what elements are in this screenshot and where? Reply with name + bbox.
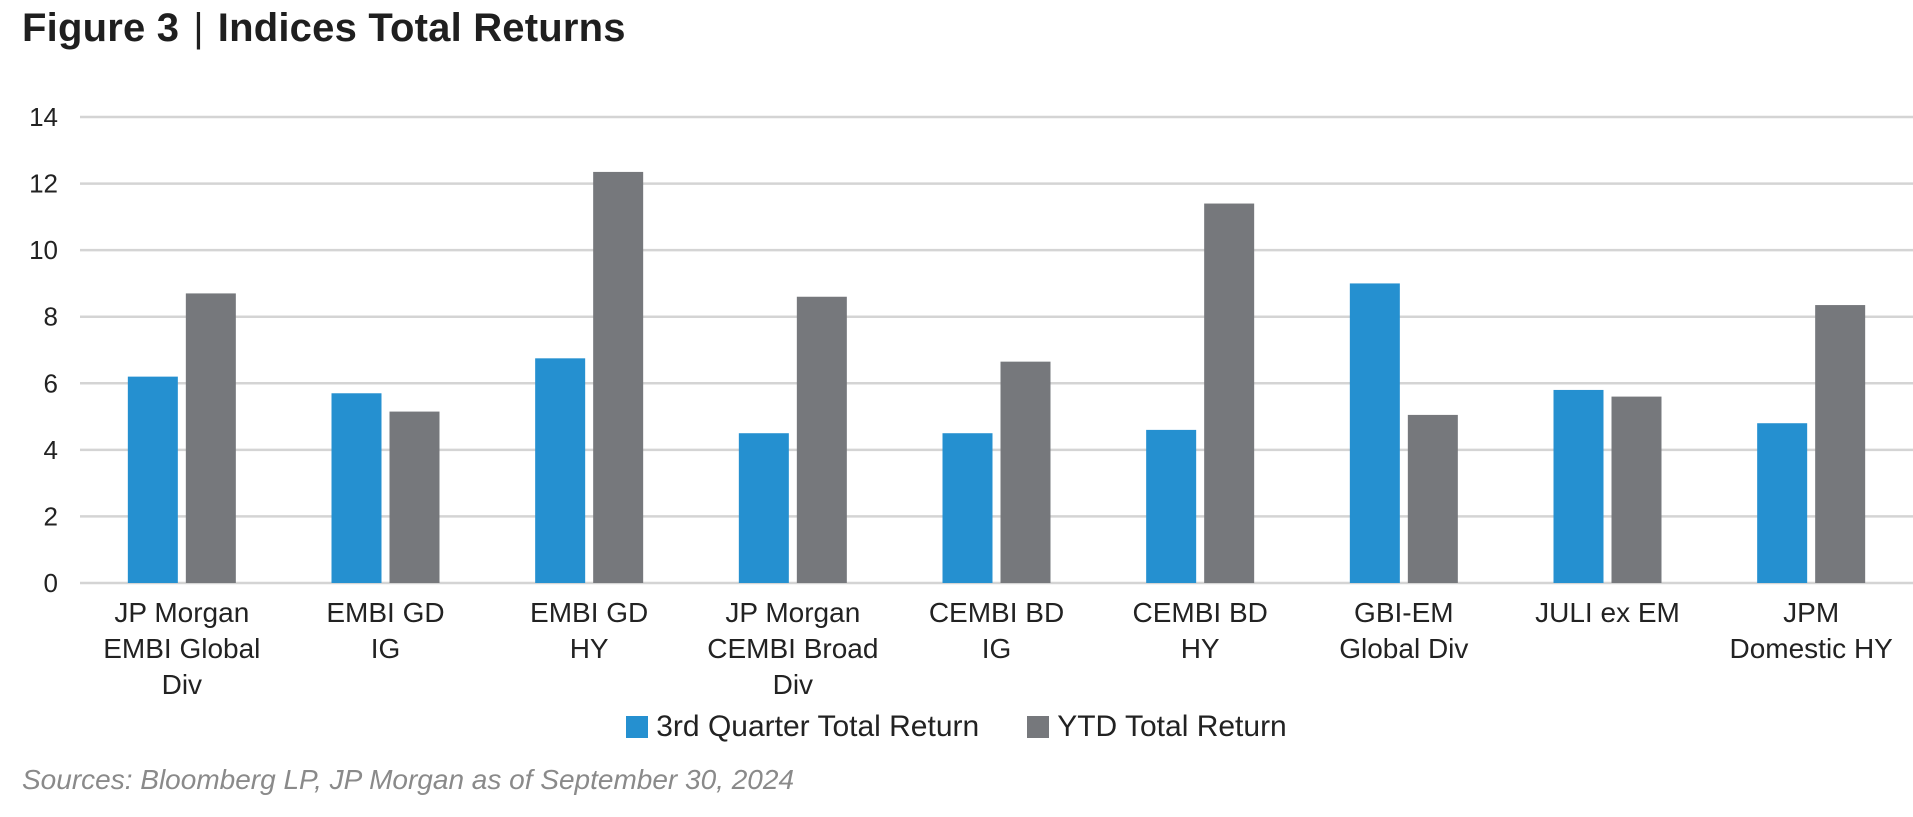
x-category-label: Domestic HY bbox=[1729, 633, 1893, 664]
x-category-label: CEMBI BD bbox=[929, 597, 1064, 628]
bar-ytd bbox=[1815, 305, 1866, 583]
bar-q3 bbox=[1349, 283, 1400, 583]
x-category-label: CEMBI BD bbox=[1132, 597, 1267, 628]
x-category-label: EMBI Global bbox=[103, 633, 260, 664]
x-category-label: Global Div bbox=[1339, 633, 1468, 664]
y-tick-label: 8 bbox=[44, 302, 58, 332]
x-category-label: JP Morgan bbox=[725, 597, 860, 628]
legend: 3rd Quarter Total Return YTD Total Retur… bbox=[0, 710, 1913, 744]
y-tick-label: 14 bbox=[29, 102, 58, 132]
source-note: Sources: Bloomberg LP, JP Morgan as of S… bbox=[22, 764, 795, 795]
bar-q3 bbox=[535, 358, 586, 583]
bar-ytd bbox=[1407, 414, 1458, 583]
bar-ytd bbox=[389, 411, 440, 583]
y-tick-label: 12 bbox=[29, 169, 58, 199]
legend-label-q3: 3rd Quarter Total Return bbox=[656, 710, 980, 743]
bar-q3 bbox=[738, 433, 789, 583]
bar-q3 bbox=[1757, 423, 1808, 583]
x-category-label: IG bbox=[371, 633, 401, 664]
x-category-label: EMBI GD bbox=[530, 597, 648, 628]
bar-q3 bbox=[127, 376, 178, 583]
x-category-label: Div bbox=[773, 669, 813, 700]
bar-ytd bbox=[185, 293, 236, 583]
x-category-label: HY bbox=[570, 633, 609, 664]
bar-ytd bbox=[1204, 203, 1255, 584]
x-category-label: EMBI GD bbox=[326, 597, 444, 628]
bar-ytd bbox=[593, 171, 644, 583]
x-category-label: Div bbox=[162, 669, 202, 700]
bar-chart: 0 2 4 6 8 10 12 14 JP Morgan EMBI Global Div EMBI G… bbox=[29, 102, 1913, 700]
bar-ytd bbox=[1611, 396, 1662, 583]
y-tick-label: 2 bbox=[44, 501, 58, 531]
y-tick-label: 10 bbox=[29, 235, 58, 265]
legend-item-q3: 3rd Quarter Total Return bbox=[626, 710, 979, 744]
x-category-label: JP Morgan bbox=[114, 597, 249, 628]
y-tick-label: 0 bbox=[44, 568, 58, 598]
x-category-label: HY bbox=[1181, 633, 1220, 664]
x-category-label: JULI ex EM bbox=[1535, 597, 1680, 628]
x-category-label: CEMBI Broad bbox=[707, 633, 878, 664]
legend-item-ytd: YTD Total Return bbox=[1027, 710, 1287, 744]
bar-ytd bbox=[1000, 361, 1051, 583]
bar-q3 bbox=[331, 393, 382, 583]
chart-title: Figure 3 | Indices Total Returns bbox=[22, 6, 626, 51]
figure-number: Figure 3 bbox=[22, 6, 180, 50]
legend-swatch-q3 bbox=[626, 716, 649, 738]
title-separator: | bbox=[193, 6, 204, 50]
x-category-label: IG bbox=[982, 633, 1012, 664]
y-tick-label: 6 bbox=[44, 368, 58, 398]
bar-q3 bbox=[1146, 429, 1197, 583]
x-category-label: GBI-EM bbox=[1354, 597, 1454, 628]
x-category-label: JPM bbox=[1783, 597, 1839, 628]
bar-ytd bbox=[796, 296, 847, 583]
legend-label-ytd: YTD Total Return bbox=[1057, 710, 1287, 743]
title-text: Indices Total Returns bbox=[217, 6, 626, 50]
y-tick-label: 4 bbox=[44, 435, 58, 465]
bar-q3 bbox=[942, 433, 993, 583]
legend-swatch-ytd bbox=[1027, 716, 1050, 738]
bar-q3 bbox=[1553, 389, 1604, 583]
